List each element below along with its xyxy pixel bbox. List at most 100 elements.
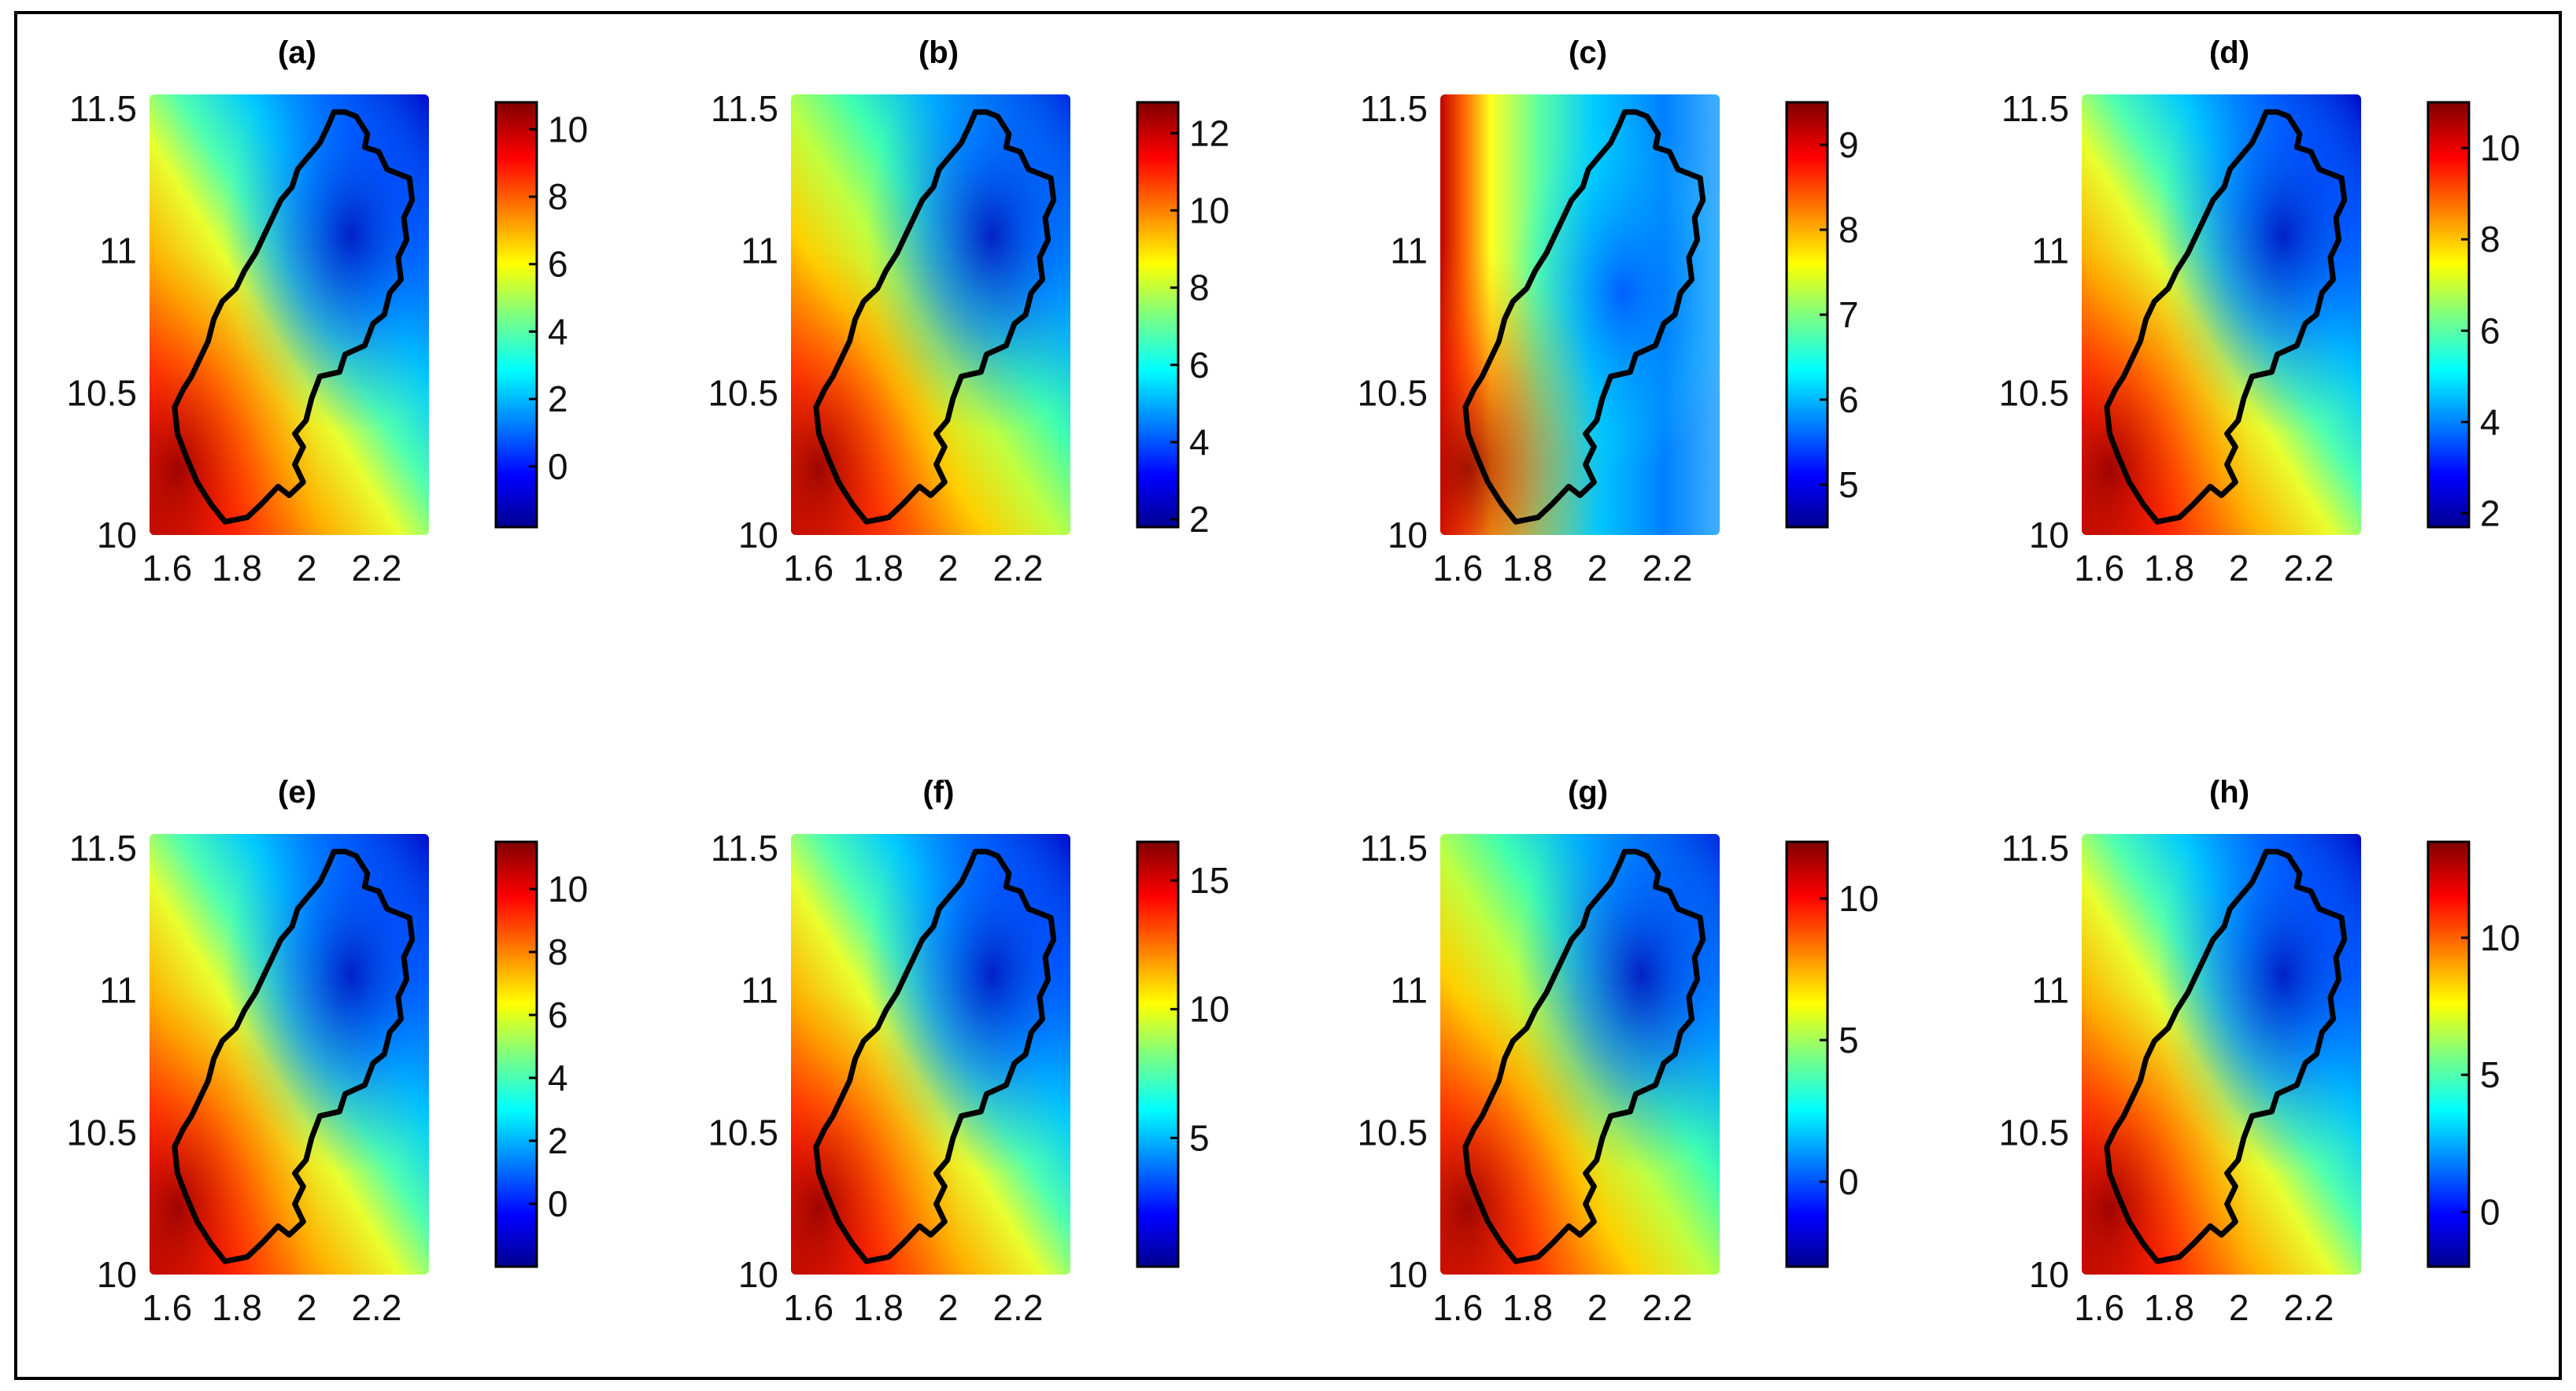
watershed-boundary [813,848,1057,1264]
colorbar-tick-label: 2 [1189,499,1210,540]
panel-6: (g) 10 10.5 11 11.5 1.6 1.8 2 2.2 0 5 10 [1357,775,1879,1328]
colorbar-tick-label: 6 [548,994,568,1035]
x-tick-label: 1.6 [1432,548,1483,588]
y-tick-label: 10.5 [66,1112,137,1153]
hot-region [2082,94,2361,535]
colorbar-tick-label: 6 [1839,379,1859,420]
x-tick-label: 1.8 [2144,1287,2194,1328]
y-tick-label: 11 [741,970,778,1011]
watershed-boundary [813,109,1057,525]
x-tick-label: 2 [938,548,959,588]
y-tick-label: 10 [97,515,137,555]
colorbar-tick-label: 4 [548,1057,568,1098]
y-tick-label: 11.5 [69,828,137,869]
hot-region [1440,94,1720,535]
panel-title: (a) [278,35,316,70]
colorbar-tick-label: 12 [1189,113,1229,153]
colorbar-tick-label: 2 [2480,493,2500,534]
y-tick-label: 10.5 [1998,372,2069,413]
y-tick-label: 11.5 [2001,828,2069,869]
colorbar-tick-label: 10 [2480,127,2520,168]
y-tick-label: 11.5 [711,828,778,869]
colorbar-tick-label: 6 [1189,345,1210,386]
x-tick-label: 1.6 [1432,1287,1483,1328]
hot-region [791,94,1070,535]
y-tick-label: 11 [1390,970,1428,1011]
x-tick-label: 2.2 [1642,1287,1692,1328]
panel-1: (b) 10 10.5 11 11.5 1.6 1.8 2 2.2 2 4 6 8 10 12 [708,35,1229,588]
colorbar [2426,101,2471,529]
hot-region [150,834,429,1275]
colorbar-tick-label: 9 [1839,124,1859,165]
panel-title: (f) [923,775,955,810]
colorbar-tick-label: 2 [548,1120,568,1161]
x-tick-label: 2.2 [2283,1287,2334,1328]
x-tick-label: 1.8 [212,548,262,588]
colorbar [494,101,538,529]
x-tick-label: 2 [1587,1287,1608,1328]
hot-region [791,834,1070,1275]
y-tick-label: 10 [1388,515,1428,555]
colorbar-tick-label: 0 [548,446,568,487]
y-tick-label: 11 [2031,231,2069,271]
colorbar-tick-label: 5 [2480,1054,2500,1095]
colorbar-tick-label: 10 [1189,190,1229,231]
x-tick-label: 1.6 [783,1287,833,1328]
panel-5: (f) 10 10.5 11 11.5 1.6 1.8 2 2.2 5 10 15 [708,775,1229,1328]
colorbar-tick-label: 10 [1189,989,1229,1030]
panel-2: (c) 10 10.5 11 11.5 1.6 1.8 2 2.2 5 6 7 8 9 [1357,35,1858,588]
y-tick-label: 10.5 [708,372,778,413]
colorbar-tick-label: 6 [548,244,568,285]
y-tick-label: 10 [738,1254,778,1295]
colorbar-tick-label: 0 [1839,1161,1859,1202]
y-tick-label: 11.5 [1360,828,1428,869]
colorbar [2426,840,2471,1268]
colorbar-tick-label: 5 [1839,1020,1859,1061]
watershed-boundary [1462,848,1706,1264]
x-tick-label: 1.8 [2144,548,2194,588]
x-tick-label: 1.8 [1502,1287,1553,1328]
x-tick-label: 1.8 [853,548,904,588]
colorbar-tick-label: 8 [548,176,568,217]
watershed-boundary [2104,848,2348,1264]
y-tick-label: 11 [2031,970,2069,1011]
panel-title: (h) [2209,775,2249,810]
panel-3: (d) 10 10.5 11 11.5 1.6 1.8 2 2.2 2 4 6 8 10 [1998,35,2520,588]
colorbar [1136,840,1180,1268]
colorbar-tick-label: 10 [2480,917,2520,958]
x-tick-label: 2 [297,548,317,588]
colorbar-tick-label: 8 [2480,219,2500,260]
y-tick-label: 10.5 [708,1112,778,1153]
panel-title: (c) [1569,35,1607,70]
y-tick-label: 10.5 [1998,1112,2069,1153]
colorbar-tick-label: 6 [2480,310,2500,351]
x-tick-label: 2.2 [1642,548,1692,588]
x-tick-label: 2 [2229,1287,2249,1328]
colorbar-tick-label: 7 [1839,294,1859,335]
y-tick-label: 11.5 [1360,88,1428,129]
x-tick-label: 2 [2229,548,2249,588]
x-tick-label: 1.6 [783,548,833,588]
colorbar [1136,101,1180,529]
x-tick-label: 1.8 [853,1287,904,1328]
y-tick-label: 10.5 [66,372,137,413]
colorbar-tick-label: 4 [1189,422,1210,463]
panel-4: (e) 10 10.5 11 11.5 1.6 1.8 2 2.2 0 2 4 6 8 10 [66,775,588,1328]
colorbar-tick-label: 2 [548,378,568,419]
y-tick-label: 10 [1388,1254,1428,1295]
y-tick-label: 11.5 [69,88,137,129]
colorbar-tick-label: 10 [548,869,588,910]
colorbar-tick-label: 4 [2480,401,2500,442]
hot-region [1440,834,1720,1275]
x-tick-label: 2 [297,1287,317,1328]
colorbar-tick-label: 8 [1839,209,1859,250]
panel-title: (b) [918,35,959,70]
x-tick-label: 2 [1587,548,1608,588]
hot-region [150,94,429,535]
colorbar-tick-label: 5 [1189,1117,1210,1158]
colorbar-tick-label: 10 [548,109,588,149]
y-tick-label: 11 [99,970,137,1011]
panel-title: (e) [278,775,316,810]
watershed-boundary [2104,109,2348,525]
